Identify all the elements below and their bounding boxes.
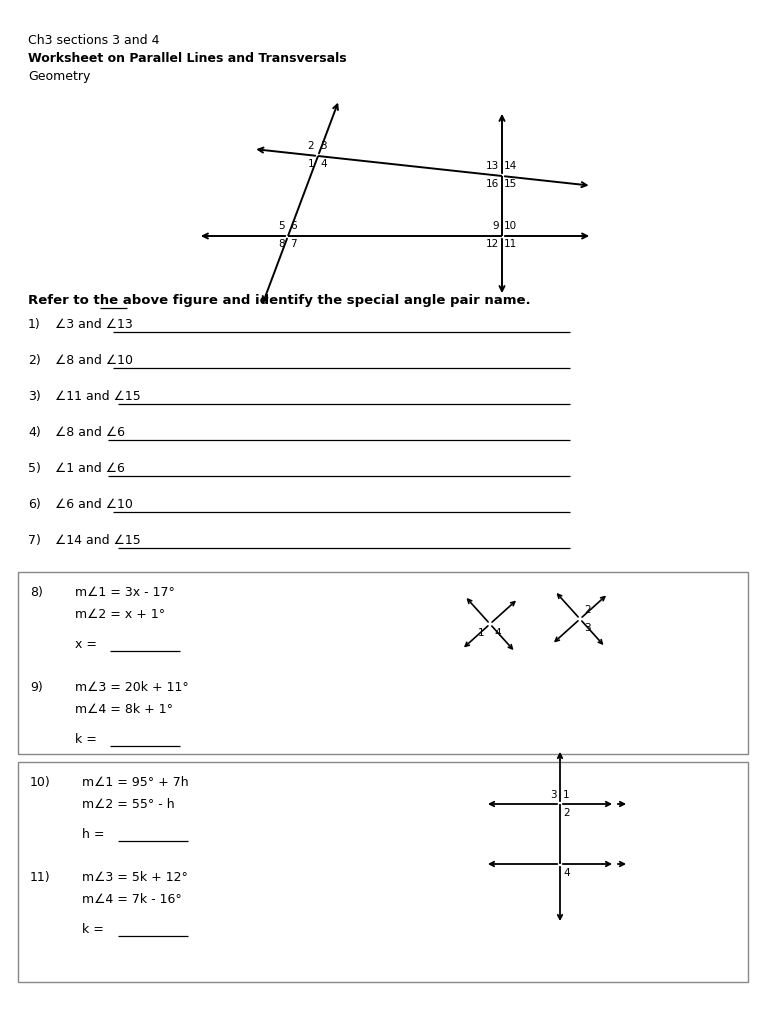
- Text: ∠11 and ∠15: ∠11 and ∠15: [55, 390, 141, 403]
- Text: k =: k =: [75, 733, 101, 746]
- Text: 4): 4): [28, 426, 41, 439]
- Text: m∠3 = 5k + 12°: m∠3 = 5k + 12°: [82, 871, 188, 884]
- Text: 2: 2: [584, 605, 591, 615]
- Text: 2: 2: [563, 808, 570, 818]
- Text: Geometry: Geometry: [28, 70, 91, 83]
- Text: m∠1 = 95° + 7h: m∠1 = 95° + 7h: [82, 776, 189, 790]
- Text: m∠4 = 8k + 1°: m∠4 = 8k + 1°: [75, 703, 173, 716]
- Text: 6: 6: [290, 221, 296, 231]
- Text: ∠8 and ∠10: ∠8 and ∠10: [55, 354, 133, 367]
- Text: 8): 8): [30, 586, 43, 599]
- Text: 2: 2: [307, 141, 314, 151]
- Text: 9): 9): [30, 681, 43, 694]
- Text: 1: 1: [563, 790, 570, 800]
- Text: x =: x =: [75, 638, 101, 651]
- Text: 3: 3: [584, 623, 591, 633]
- Text: m∠2 = 55° - h: m∠2 = 55° - h: [82, 798, 174, 811]
- Text: 3: 3: [320, 141, 326, 151]
- Text: m∠3 = 20k + 11°: m∠3 = 20k + 11°: [75, 681, 189, 694]
- Text: Ch3 sections 3 and 4: Ch3 sections 3 and 4: [28, 34, 160, 47]
- Text: 3): 3): [28, 390, 41, 403]
- Text: 5): 5): [28, 462, 41, 475]
- Text: 11: 11: [504, 239, 518, 249]
- Text: h =: h =: [82, 828, 108, 841]
- Text: 7): 7): [28, 534, 41, 547]
- Text: 14: 14: [504, 161, 518, 171]
- Text: m∠1 = 3x - 17°: m∠1 = 3x - 17°: [75, 586, 175, 599]
- Text: m∠2 = x + 1°: m∠2 = x + 1°: [75, 608, 165, 621]
- Text: ∠14 and ∠15: ∠14 and ∠15: [55, 534, 141, 547]
- Text: 12: 12: [485, 239, 499, 249]
- Text: Worksheet on Parallel Lines and Transversals: Worksheet on Parallel Lines and Transver…: [28, 52, 346, 65]
- Text: 7: 7: [290, 239, 296, 249]
- Text: k =: k =: [82, 923, 108, 936]
- Text: 10: 10: [504, 221, 517, 231]
- Text: ∠3 and ∠13: ∠3 and ∠13: [55, 318, 133, 331]
- Text: m∠4 = 7k - 16°: m∠4 = 7k - 16°: [82, 893, 182, 906]
- Text: 8: 8: [278, 239, 285, 249]
- Text: 2): 2): [28, 354, 41, 367]
- Text: 3: 3: [551, 790, 557, 800]
- Text: 5: 5: [278, 221, 285, 231]
- Text: 13: 13: [485, 161, 499, 171]
- Text: ∠8 and ∠6: ∠8 and ∠6: [55, 426, 125, 439]
- Text: 1: 1: [307, 159, 314, 169]
- Text: 4: 4: [563, 868, 570, 878]
- Text: 16: 16: [485, 179, 499, 189]
- Text: 4: 4: [320, 159, 326, 169]
- Text: ∠6 and ∠10: ∠6 and ∠10: [55, 498, 133, 511]
- Text: 15: 15: [504, 179, 518, 189]
- Text: 1): 1): [28, 318, 41, 331]
- Text: 9: 9: [492, 221, 499, 231]
- Text: ∠1 and ∠6: ∠1 and ∠6: [55, 462, 125, 475]
- Text: 11): 11): [30, 871, 51, 884]
- Text: 10): 10): [30, 776, 51, 790]
- Text: Refer to the above figure and identify the special angle pair name.: Refer to the above figure and identify t…: [28, 294, 531, 307]
- Text: 1: 1: [478, 628, 484, 638]
- Text: 6): 6): [28, 498, 41, 511]
- Text: 4: 4: [494, 628, 501, 638]
